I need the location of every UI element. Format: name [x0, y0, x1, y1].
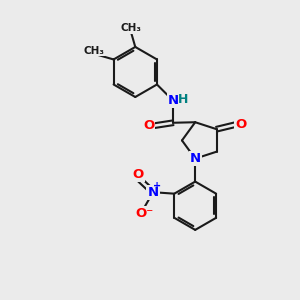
Text: CH₃: CH₃ — [120, 23, 141, 33]
Text: H: H — [177, 93, 188, 106]
Text: O: O — [235, 118, 246, 131]
Text: O: O — [143, 119, 154, 132]
Text: O⁻: O⁻ — [135, 208, 153, 220]
Text: O: O — [133, 168, 144, 181]
Text: CH₃: CH₃ — [83, 46, 104, 56]
Text: N: N — [148, 186, 159, 199]
Text: +: + — [153, 181, 161, 191]
Text: N: N — [190, 152, 201, 165]
Text: N: N — [168, 94, 179, 107]
